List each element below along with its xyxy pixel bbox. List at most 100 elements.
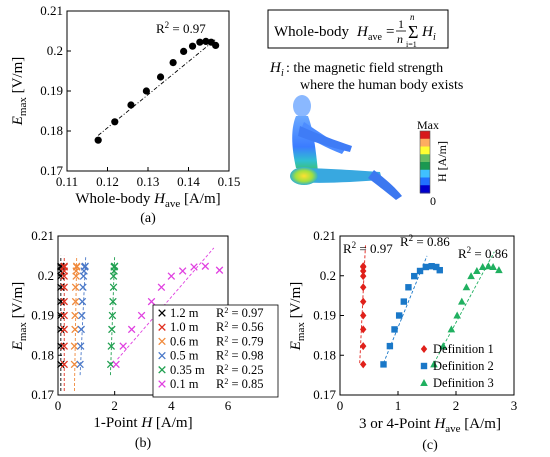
data-point	[81, 262, 89, 270]
panel-label: (b)	[135, 436, 152, 451]
x-axis-label: 3 or 4-Point Have [A/m]	[359, 416, 501, 435]
data-point	[77, 325, 85, 334]
r2-eq: =	[413, 234, 427, 249]
legend-r2-eq: =	[228, 334, 241, 348]
x-axis-var: H	[153, 191, 166, 207]
legend-name: Definition 1	[433, 342, 494, 356]
trend-line	[97, 39, 216, 136]
legend-r2-sup: 2	[224, 377, 228, 386]
data-point	[212, 41, 220, 50]
r2-annotation: R2 = 0.86	[400, 233, 450, 249]
data-point	[430, 360, 438, 368]
data-point	[60, 297, 68, 306]
data-point	[147, 297, 156, 306]
formula-frac-den: n	[397, 32, 403, 46]
r2-sup: 2	[409, 233, 414, 243]
y-axis-var: E	[10, 116, 26, 126]
x-axis-var: H	[140, 415, 153, 431]
formula: Whole-body H ave = 1 n n Σ i=1 H i	[267, 9, 449, 49]
r2-sup: 2	[165, 20, 170, 30]
x-axis-unit: [A/m]	[152, 415, 192, 431]
data-point	[380, 361, 387, 368]
x-tick-label: 0	[55, 398, 62, 413]
y-axis-var: E	[10, 341, 26, 351]
colorbar-segment	[420, 154, 430, 163]
legend-name: 1.0 m	[170, 320, 199, 334]
r2-eq: =	[356, 241, 370, 256]
legend-name: Definition 2	[433, 359, 494, 373]
note-line1: : the magnetic field strength	[286, 61, 443, 76]
note: H i : the magnetic field strength where …	[269, 60, 463, 93]
y-tick-label: 0.17	[40, 163, 63, 178]
data-point	[360, 360, 367, 369]
data-point	[71, 325, 79, 334]
x-axis-sub: ave	[445, 423, 460, 435]
legend-marker	[158, 337, 166, 346]
data-point	[478, 263, 487, 271]
legend-marker	[420, 345, 428, 353]
trend-line	[117, 247, 215, 360]
data-point	[71, 283, 80, 292]
legend-r2-sup: 2	[224, 349, 228, 358]
x-axis-label: Whole-body Have [A/m]	[75, 191, 220, 210]
legend-r2-eq: =	[228, 377, 241, 391]
legend-marker	[158, 380, 166, 388]
r2-letter: R	[458, 246, 467, 261]
colorbar-frame	[419, 130, 431, 194]
y-tick-label: 0.19	[313, 308, 336, 323]
body-arm-lower	[298, 126, 352, 152]
y-axis-sub: max	[17, 322, 29, 341]
x-tick-label: 2	[111, 398, 118, 413]
r2-value: 0.97	[370, 241, 393, 256]
colorbar-segment	[420, 131, 430, 140]
legend-r2-eq: =	[228, 349, 241, 363]
data-point	[428, 263, 435, 270]
colorbar-segment	[420, 169, 430, 178]
y-axis-label: Emax [V/m]	[10, 57, 29, 127]
x-axis-sub: ave	[165, 198, 180, 210]
x-tick-label: 2	[453, 398, 460, 413]
y-tick-label: 0.21	[313, 228, 336, 243]
y-axis-sub: max	[17, 97, 29, 116]
data-point	[360, 272, 367, 281]
r2-value: = 0.97	[169, 21, 206, 36]
legend-r2: R2 = 0.25	[216, 363, 264, 377]
legend-r2: R2 = 0.97	[216, 306, 264, 320]
legend-r2-value: 0.79	[242, 334, 264, 348]
data-point	[360, 325, 367, 334]
data-point	[127, 325, 136, 334]
data-point	[391, 326, 398, 333]
y-tick-label: 0.17	[313, 387, 336, 402]
panel-b: 0 2 4 60.170.180.190.20.211.2 m R2 = 0.971.0…	[10, 228, 279, 451]
data-point	[94, 136, 102, 144]
legend-r2-letter: R	[216, 306, 225, 320]
y-axis-sub: max	[295, 322, 307, 341]
trend-line	[73, 255, 78, 392]
data-point	[108, 325, 116, 334]
x-axis-var: H	[433, 416, 446, 432]
data-point	[360, 262, 367, 271]
legend-name: 1.2 m	[170, 306, 199, 320]
data-point	[71, 297, 80, 306]
body-leg	[368, 170, 402, 200]
y-tick-label: 0.18	[313, 347, 336, 362]
x-tick-label: 0.14	[177, 174, 200, 189]
data-point	[157, 283, 166, 292]
note-line2: where the human body exists	[300, 78, 463, 93]
x-tick-label: 0.12	[96, 174, 119, 189]
data-point	[112, 360, 120, 369]
data-point	[360, 342, 367, 351]
r2-annotation: R2 = 0.97	[343, 240, 393, 256]
data-point	[386, 342, 394, 350]
data-point	[196, 38, 204, 46]
formula-rhs-var: H	[421, 24, 434, 40]
legend-r2-value: 0.85	[242, 377, 264, 391]
data-point	[360, 283, 367, 292]
data-point	[405, 284, 412, 291]
x-tick-label: 4	[168, 398, 175, 413]
r2-annotation: R2 = 0.97	[156, 20, 206, 36]
x-axis-unit: [A/m]	[461, 416, 501, 432]
data-point	[395, 312, 403, 319]
data-point	[467, 272, 475, 280]
